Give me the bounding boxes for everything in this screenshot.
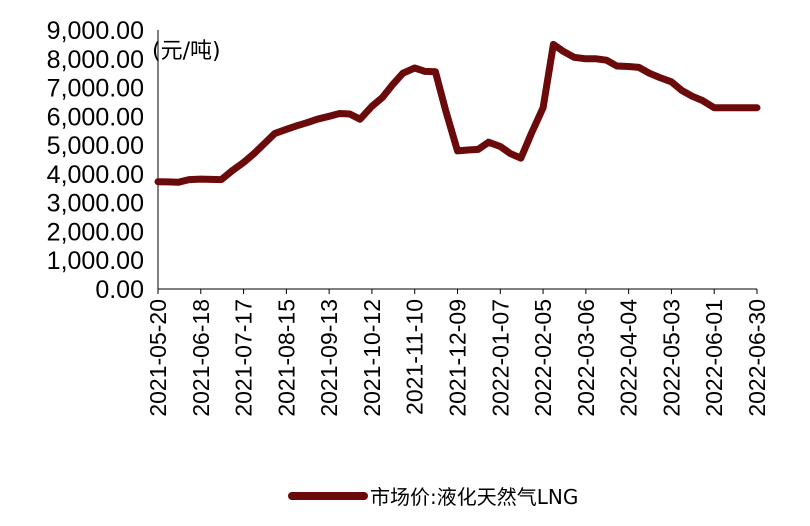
x-tick-label: 2021-09-13 (316, 299, 342, 417)
series-line-lng-price (154, 40, 761, 186)
y-tick-label: 8,000.00 (47, 46, 144, 74)
y-tick-label: 0.00 (95, 276, 144, 304)
x-tick-label: 2021-08-15 (273, 299, 299, 417)
x-tick-label: 2022-02-05 (530, 299, 556, 417)
x-tick-label: 2021-06-18 (188, 299, 214, 417)
x-tick-label: 2021-05-20 (145, 299, 171, 417)
x-axis: 2021-05-20 2021-06-18 2021-07-17 2021-08-15… (145, 288, 770, 417)
y-tick-label: 4,000.00 (47, 161, 144, 189)
x-tick-label: 2022-03-06 (573, 299, 599, 417)
x-tick-label: 2021-12-09 (445, 299, 471, 417)
x-tick-label: 2022-04-04 (616, 299, 642, 417)
y-tick-label: 1,000.00 (47, 247, 144, 275)
x-tick-label: 2022-05-03 (658, 299, 684, 417)
y-tick-label: 9,000.00 (47, 17, 144, 45)
x-tick-label: 2022-01-07 (487, 299, 513, 417)
y-tick-label: 5,000.00 (47, 132, 144, 160)
y-axis: 0.001,000.002,000.003,000.004,000.005,00… (47, 17, 159, 304)
y-tick-label: 7,000.00 (47, 75, 144, 103)
x-tick-label: 2021-10-12 (359, 299, 385, 417)
unit-label: (元/吨) (152, 39, 221, 64)
y-tick-label: 3,000.00 (47, 190, 144, 218)
y-tick-label: 6,000.00 (47, 103, 144, 131)
y-tick-label: 2,000.00 (47, 218, 144, 246)
x-tick-label: 2021-11-10 (402, 299, 428, 415)
x-tick-label: 2022-06-30 (744, 299, 770, 417)
legend-label: 市场价:液化天然气LNG (370, 485, 578, 509)
plot-area (154, 40, 761, 186)
x-tick-label: 2021-07-17 (231, 299, 257, 417)
legend: 市场价:液化天然气LNG (288, 485, 578, 509)
x-tick-label: 2022-06-01 (701, 299, 727, 417)
